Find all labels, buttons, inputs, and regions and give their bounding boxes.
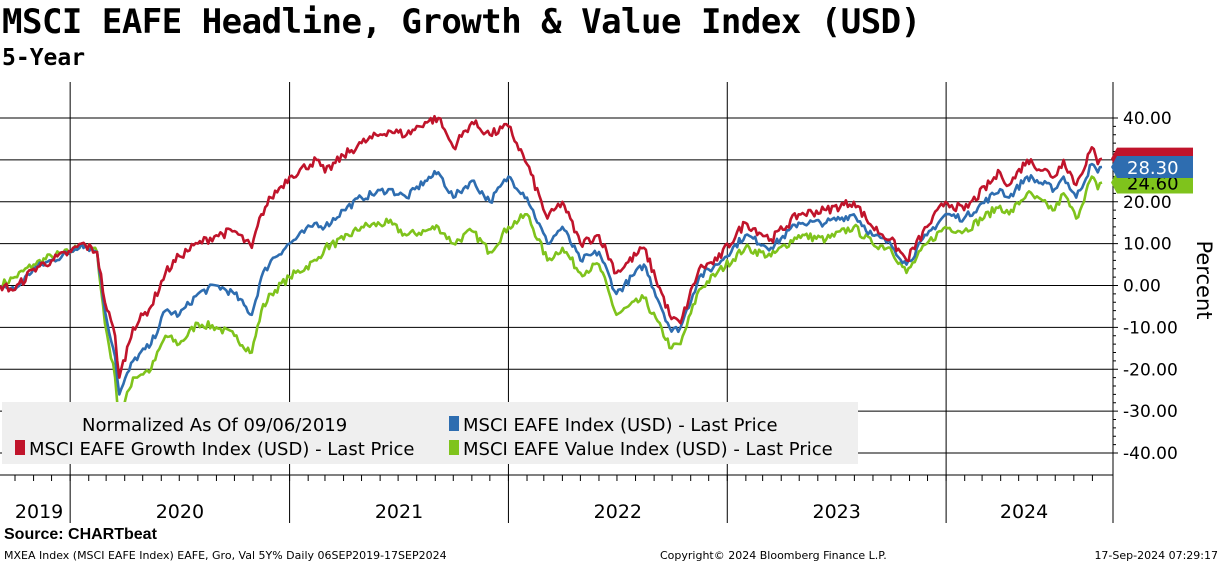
last-value-tag: 28.30	[1111, 155, 1193, 179]
legend-swatch-growth	[15, 440, 25, 455]
legend: Normalized As Of 09/06/2019 MSCI EAFE In…	[2, 402, 858, 464]
legend-swatch-headline	[449, 416, 459, 431]
y-tick-label: 40.00	[1123, 109, 1172, 129]
y-tick-label: -30.00	[1123, 402, 1178, 422]
x-year-label: 2023	[813, 501, 861, 523]
series-line	[0, 175, 1103, 421]
legend-value: MSCI EAFE Value Index (USD) - Last Price	[463, 439, 833, 460]
x-year-label: 2022	[594, 501, 642, 523]
x-year-label: 2024	[1000, 501, 1048, 523]
x-year-label: 2019	[15, 501, 63, 523]
legend-normalized-note: Normalized As Of 09/06/2019	[82, 415, 347, 436]
y-tick-label: -40.00	[1123, 444, 1178, 464]
chart-title: MSCI EAFE Headline, Growth & Value Index…	[2, 2, 921, 42]
legend-swatch-value	[449, 440, 459, 455]
y-tick-label: -20.00	[1123, 360, 1178, 380]
y-tick-label: 20.00	[1123, 193, 1172, 213]
y-axis-label: Percent	[1192, 240, 1216, 319]
series-lines	[0, 114, 1103, 421]
legend-growth: MSCI EAFE Growth Index (USD) - Last Pric…	[29, 439, 414, 460]
last-value-tag-label: 28.30	[1127, 158, 1179, 179]
series-line	[0, 114, 1103, 379]
footer-ticker-info: MXEA Index (MSCI EAFE Index) EAFE, Gro, …	[4, 549, 447, 562]
source-note: Source: CHARTbeat	[4, 526, 157, 543]
last-value-tag-label: 24.60	[1127, 173, 1179, 194]
x-year-label: 2021	[375, 501, 423, 523]
chart-subtitle: 5-Year	[2, 45, 86, 71]
y-tick-label: 10.00	[1123, 235, 1172, 255]
y-tick-label: -10.00	[1123, 318, 1178, 338]
x-year-label: 2020	[156, 501, 204, 523]
footer-timestamp: 17-Sep-2024 07:29:17	[1094, 549, 1218, 562]
legend-headline: MSCI EAFE Index (USD) - Last Price	[463, 415, 778, 436]
legend-box	[2, 402, 858, 464]
y-tick-label: 0.00	[1123, 277, 1161, 297]
footer-copyright: Copyright© 2024 Bloomberg Finance L.P.	[660, 549, 887, 562]
last-value-tag-bg	[1111, 155, 1193, 178]
x-axis: 2019 2020 2021 2022 2023 2024	[0, 474, 1113, 523]
series-line	[0, 162, 1103, 396]
